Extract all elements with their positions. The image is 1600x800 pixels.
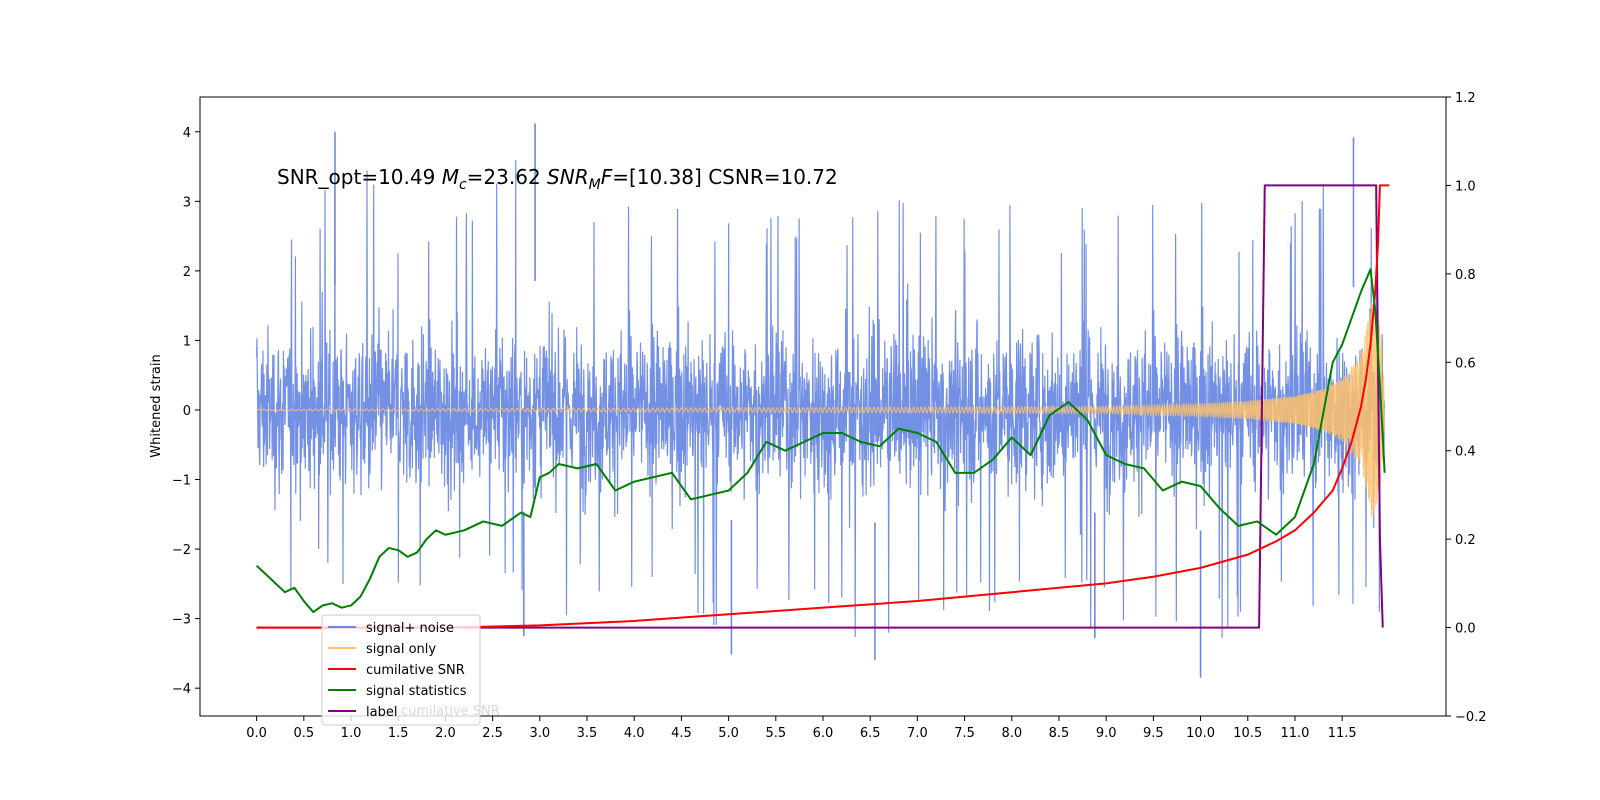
x-tick-label: 3.5 xyxy=(577,726,598,741)
x-tick-label: 11.5 xyxy=(1328,726,1357,741)
legend-label: signal only xyxy=(366,642,436,657)
legend-label: signal statistics xyxy=(366,684,467,699)
y-right-tick-label: 0.8 xyxy=(1455,268,1476,283)
x-tick-label: 10.0 xyxy=(1186,726,1215,741)
x-tick-label: 0.5 xyxy=(293,726,314,741)
x-tick-label: 8.0 xyxy=(1001,726,1022,741)
x-tick-label: 0.0 xyxy=(246,726,267,741)
annotation-snr-opt: SNR_opt=10.49 xyxy=(277,165,442,189)
y-left-tick-label: 1 xyxy=(183,334,191,349)
x-tick-label: 3.0 xyxy=(529,726,550,741)
x-tick-label: 1.0 xyxy=(341,726,362,741)
annotation-mc-symbol: M xyxy=(442,165,459,189)
annotation-mc-sub: c xyxy=(459,177,467,193)
annotation-mf-f: F xyxy=(601,165,613,189)
series-signal-noise-line xyxy=(256,160,1386,638)
x-tick-label: 6.5 xyxy=(860,726,881,741)
x-tick-label: 7.0 xyxy=(907,726,928,741)
y-left-tick-label: 4 xyxy=(183,126,191,141)
annotation-mf-value: =[10.38] CSNR=10.72 xyxy=(612,165,838,189)
series-cumulative-snr-line xyxy=(256,184,1390,629)
y-left-tick-label: 3 xyxy=(183,195,191,210)
y-axis-left-ticks: 4 3 2 1 0 −1 −2 −3 −4 xyxy=(172,126,200,697)
y-left-tick-label: −4 xyxy=(172,682,191,697)
snr-annotation: SNR_opt=10.49 Mc=23.62 SNRMF=[10.38] CSN… xyxy=(277,165,838,193)
y-left-tick-label: 0 xyxy=(183,404,191,419)
annotation-mf-symbol: SNR xyxy=(547,165,589,189)
legend-label: label xyxy=(366,705,397,720)
y-right-tick-label: 0.0 xyxy=(1455,622,1476,637)
x-tick-label: 11.0 xyxy=(1280,726,1309,741)
x-tick-label: 1.5 xyxy=(388,726,409,741)
y-right-tick-label: −0.2 xyxy=(1455,710,1487,725)
x-tick-label: 9.5 xyxy=(1143,726,1164,741)
legend-label: cumilative SNR xyxy=(366,663,465,678)
y-right-tick-label: 0.2 xyxy=(1455,533,1476,548)
x-tick-label: 2.0 xyxy=(435,726,456,741)
y-right-tick-label: 1.2 xyxy=(1455,91,1476,106)
legend-box xyxy=(321,614,481,726)
legend-label: signal+ noise xyxy=(366,621,454,636)
x-tick-label: 9.0 xyxy=(1096,726,1117,741)
x-tick-label: 5.5 xyxy=(765,726,786,741)
x-tick-label: 10.5 xyxy=(1233,726,1262,741)
legend-entries: signal+ noise signal only cumilative SNR si… xyxy=(328,621,467,720)
x-tick-label: 8.5 xyxy=(1049,726,1070,741)
x-tick-label: 4.5 xyxy=(671,726,692,741)
y-left-tick-label: −1 xyxy=(172,474,191,489)
y-right-tick-label: 0.6 xyxy=(1455,356,1476,371)
y-left-tick-label: −2 xyxy=(172,543,191,558)
series-signal-statistics-line xyxy=(255,268,1386,614)
x-tick-label: 4.0 xyxy=(624,726,645,741)
series-layer xyxy=(255,123,1390,678)
annotation-mf-sub: M xyxy=(589,177,601,193)
legend: cumilative SNR signal+ noise signal only c… xyxy=(321,614,500,726)
y-right-tick-label: 1.0 xyxy=(1455,179,1476,194)
x-tick-label: 7.5 xyxy=(954,726,975,741)
y-left-tick-label: 2 xyxy=(183,265,191,280)
x-tick-label: 2.5 xyxy=(482,726,503,741)
series-signal-only-line xyxy=(256,302,1386,518)
x-tick-label: 5.0 xyxy=(718,726,739,741)
y-axis-label: Whitened strain xyxy=(149,354,164,457)
y-left-tick-label: −3 xyxy=(172,613,191,628)
legend-hidden-text: cumilative SNR xyxy=(401,704,500,719)
x-tick-label: 6.0 xyxy=(813,726,834,741)
y-axis-right-ticks: 1.2 1.0 0.8 0.6 0.4 0.2 0.0 −0.2 xyxy=(1446,91,1487,725)
series-label-line xyxy=(256,184,1384,629)
y-right-tick-label: 0.4 xyxy=(1455,445,1476,460)
annotation-mc-value: =23.62 xyxy=(467,165,547,189)
